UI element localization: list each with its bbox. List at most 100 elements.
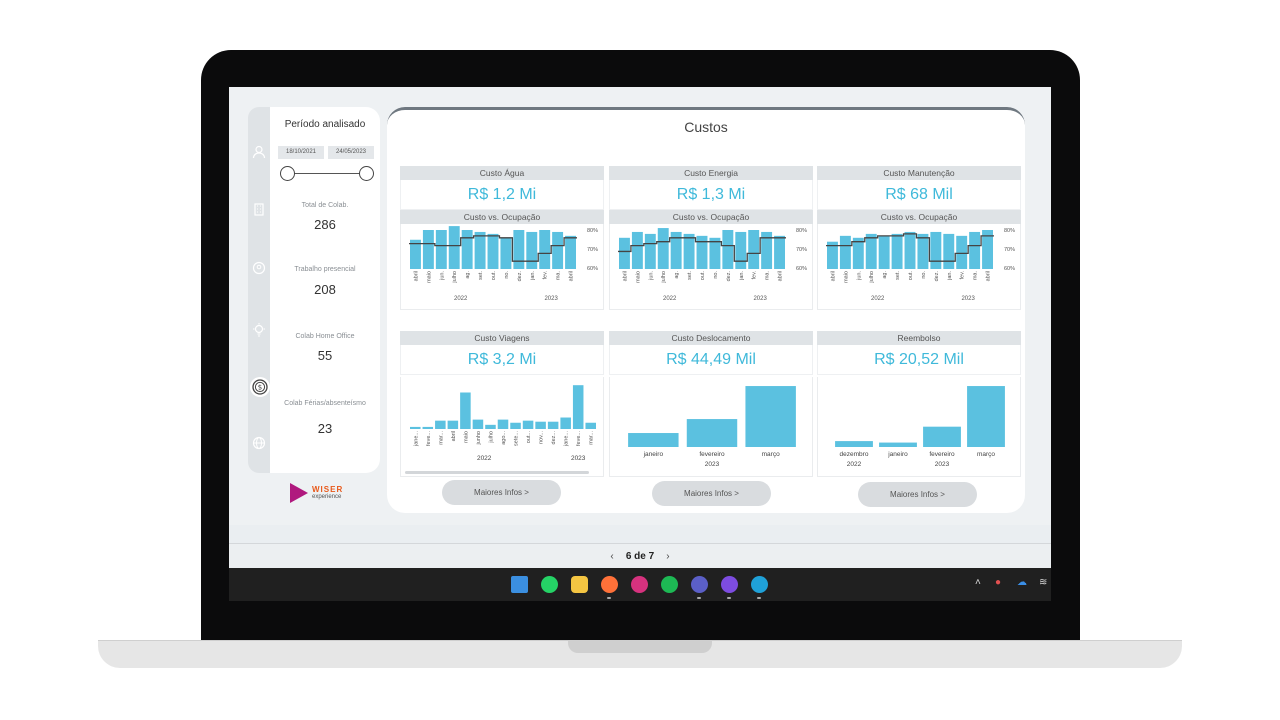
antivirus-icon[interactable]: ● [995,577,1002,588]
prev-page-button[interactable]: ‹ [610,551,614,562]
card-value: R$ 20,52 Mil [817,345,1021,375]
bar [748,230,760,269]
onedrive-icon[interactable]: ☁ [1017,577,1027,588]
windows-start-icon[interactable] [511,576,528,593]
edge-icon[interactable] [751,576,768,593]
bar [472,419,484,429]
year-label: 2022 [454,296,468,302]
x-tick-label: julho [488,431,494,444]
date-slider-start-handle[interactable] [280,166,295,181]
chevron-up-icon[interactable]: ˄ [975,577,981,588]
user-icon[interactable] [248,141,270,163]
stat-ferias-label: Colab Férias/absenteísmo [284,400,366,407]
bar [930,231,942,269]
x-tick-label: fev. [543,271,549,280]
bar [917,233,929,269]
period-title: Período analisado [284,119,366,130]
chart-svg: janeiro fevereiro março 2023 [628,386,796,468]
chart-svg: 80% 70% 60% abril maio jun. julho ag. set. out. no… [826,228,1015,302]
chart-svg: 80% 70% 60% abril maio jun. julho ag. set. out. no… [409,226,598,302]
bar [631,231,643,269]
chart-svg: jane... feve... mar... abril maio junho julho a… [410,385,596,462]
wifi-icon[interactable]: ≋ [1039,577,1048,588]
lightbulb-icon[interactable] [248,319,270,341]
bar [585,422,596,429]
more-info-button-reembolso[interactable]: Maiores Infos > [858,482,977,507]
bar [969,231,981,269]
x-tick-label: nov... [539,431,545,445]
stat-presencial-label: Trabalho presencial [294,266,356,273]
spotify-icon[interactable] [661,576,678,593]
x-tick-label: ag. [674,271,680,279]
more-info-button-viagens[interactable]: Maiores Infos > [442,480,561,505]
card-value: R$ 1,2 Mi [400,180,604,210]
y2-tick-label: 60% [796,266,807,272]
globe-icon[interactable] [248,432,270,454]
x-tick-label: mar... [438,431,444,445]
bar [696,235,708,269]
y2-tick-label: 80% [796,228,807,234]
date-slider-end-handle[interactable] [359,166,374,181]
bar [657,228,669,269]
nav-rail: $ [248,107,270,473]
card-manutencao: Custo Manutenção R$ 68 Mil Custo vs. Ocu… [817,166,1021,310]
date-end-field[interactable]: 24/05/2023 [328,146,374,159]
chart-subheader: Custo vs. Ocupação [609,210,813,224]
bar [904,231,916,269]
chart-subheader: Custo vs. Ocupação [400,210,604,224]
bar [410,239,421,269]
bar [422,230,434,269]
next-page-button[interactable]: › [666,551,670,562]
bar [839,235,851,269]
x-tick-label: abril [986,271,992,281]
dollar-icon[interactable]: $ [250,377,270,397]
x-tick-label: maio [843,271,849,283]
building-icon[interactable] [248,198,270,220]
x-tick-label: março [977,451,995,458]
bar [686,419,738,447]
more-info-button-deslocamento[interactable]: Maiores Infos > [652,481,771,506]
y2-tick-label: 60% [587,266,598,272]
firefox-icon[interactable] [601,576,618,593]
page-navigator: ‹ 6 de 7 › [229,543,1051,568]
x-tick-label: junho [476,431,482,445]
x-tick-label: dez... [551,431,557,445]
bar [735,231,747,269]
stat-total-value: 286 [314,217,336,232]
x-tick-label: jan. [739,271,745,281]
chart-reembolso: dezembro janeiro fevereiro março 2022 2023 [817,377,1021,477]
bar [513,230,525,269]
x-tick-label: janeiro [643,451,664,458]
bar [761,231,773,269]
ocupacao-line [618,237,786,262]
x-tick-label: out. [908,271,914,281]
x-tick-label: fev. [960,271,966,280]
whatsapp-icon[interactable] [541,576,558,593]
y2-tick-label: 70% [796,247,807,253]
instagram-icon[interactable] [631,576,648,593]
running-indicator [697,597,701,599]
chart-scrollbar[interactable] [405,471,589,474]
date-start-field[interactable]: 18/10/2021 [278,146,324,159]
y2-tick-label: 60% [1004,266,1015,272]
bar [644,233,656,269]
stat-homeoffice-label: Colab Home Office [295,333,355,340]
bar [865,233,877,269]
chart-subheader: Custo vs. Ocupação [817,210,1021,224]
ocupacao-line [409,235,577,262]
bar [565,235,576,269]
canva-icon[interactable] [721,576,738,593]
location-icon[interactable] [248,257,270,279]
chart-energia: 80% 70% 60% abril maio jun. julho ag. set. out. no… [609,224,813,310]
file-explorer-icon[interactable] [571,576,588,593]
teams-icon[interactable] [691,576,708,593]
x-tick-label: feve... [576,431,582,446]
bar [500,237,512,269]
card-agua: Custo Água R$ 1,2 Mi Custo vs. Ocupação … [400,166,604,310]
card-value: R$ 3,2 Mi [400,345,604,375]
date-slider-track[interactable] [286,173,366,174]
y2-tick-label: 70% [1004,247,1015,253]
x-tick-label: janeiro [887,451,908,458]
x-tick-label: no. [713,271,719,279]
bar [474,231,486,269]
